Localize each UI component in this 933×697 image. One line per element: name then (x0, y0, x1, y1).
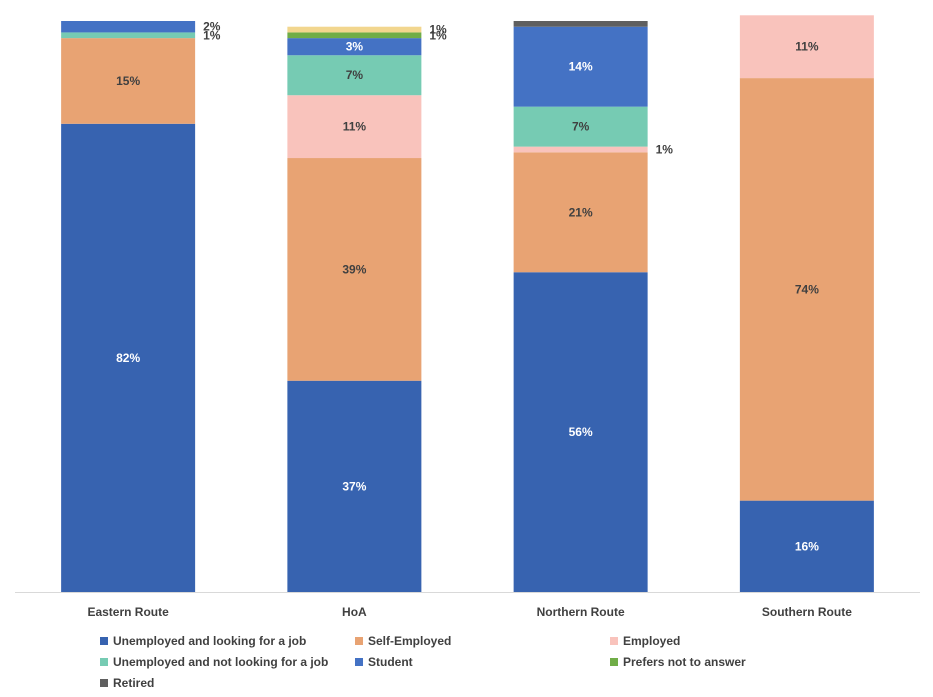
bar-segment-southern-route-employed (739, 15, 874, 79)
data-labels-layer: 82%15%1%2%37%39%11%7%3%1%1%56%21%1%7%14%… (116, 20, 819, 554)
bar-segment-hoa-unemployed-and-looking-for-a-job (287, 380, 422, 592)
legend-item-retired: Retired (100, 676, 154, 690)
bar-segment-eastern-route-self-employed (61, 38, 196, 124)
category-label-southern-route: Southern Route (762, 605, 852, 619)
legend-label: Retired (113, 676, 155, 690)
legend-swatch (100, 637, 108, 645)
data-label: 37% (342, 479, 366, 493)
bars-layer (61, 15, 874, 592)
legend-item-student: Student (355, 655, 413, 669)
legend-swatch (100, 679, 108, 687)
legend-item-unemployed-and-looking-for-a-job: Unemployed and looking for a job (100, 634, 306, 648)
data-label: 7% (572, 120, 590, 134)
legend-item-prefers-not-to-answer: Prefers not to answer (610, 655, 746, 669)
data-label: 1% (203, 28, 221, 42)
category-label-hoa: HoA (342, 605, 367, 619)
data-label: 11% (343, 120, 367, 134)
data-label: 1% (656, 142, 674, 156)
legend-label: Employed (623, 634, 681, 648)
legend-item-self-employed: Self-Employed (355, 634, 451, 648)
data-label: 15% (116, 74, 140, 88)
bar-segment-northern-route-unemployed-and-not-looking-for-a-job (513, 106, 648, 147)
data-label: 3% (346, 40, 364, 54)
bar-segment-southern-route-self-employed (739, 78, 874, 501)
bar-segment-hoa-student (287, 38, 422, 56)
legend-swatch (355, 658, 363, 666)
bar-segment-northern-route-retired (513, 21, 648, 27)
bar-segment-eastern-route-unemployed-and-looking-for-a-job (61, 123, 196, 592)
category-label-eastern-route: Eastern Route (87, 605, 169, 619)
legend-label: Self-Employed (368, 634, 452, 648)
bar-segment-hoa-self-employed (287, 158, 422, 381)
bar-segment-northern-route-unemployed-and-looking-for-a-job (513, 272, 648, 592)
data-label: 7% (346, 68, 364, 82)
legend-label: Unemployed and not looking for a job (113, 655, 329, 669)
bar-segment-hoa-employed (287, 95, 422, 159)
bar-segment-hoa-unemployed-and-not-looking-for-a-job (287, 55, 422, 96)
bar-segment-hoa-series-7 (287, 26, 422, 33)
legend-swatch (355, 637, 363, 645)
data-label: 2% (203, 20, 221, 34)
data-label: 16% (795, 539, 819, 553)
data-label: 21% (569, 205, 593, 219)
bar-segment-northern-route-self-employed (513, 152, 648, 273)
data-label: 74% (795, 282, 819, 296)
bar-segment-eastern-route-unemployed-and-not-looking-for-a-job (61, 32, 196, 39)
category-labels-layer: Eastern Route HoA Northern Route Southern R… (87, 605, 852, 619)
legend-item-employed: Employed (610, 634, 680, 648)
legend-label: Student (368, 655, 413, 669)
legend-swatch (610, 658, 618, 666)
data-label: 82% (116, 351, 140, 365)
data-label: 56% (569, 425, 593, 439)
data-label: 39% (342, 262, 366, 276)
category-label-northern-route: Northern Route (537, 605, 625, 619)
bar-segment-northern-route-employed (513, 146, 648, 153)
data-label: 11% (795, 40, 819, 54)
bar-segment-hoa-prefers-not-to-answer (287, 32, 422, 39)
legend-swatch (100, 658, 108, 666)
bar-segment-eastern-route-student (61, 21, 196, 33)
bar-segment-southern-route-unemployed-and-looking-for-a-job (739, 500, 874, 592)
data-label: 1% (429, 28, 447, 42)
legend-label: Prefers not to answer (623, 655, 746, 669)
legend-label: Unemployed and looking for a job (113, 634, 307, 648)
legend-swatch (610, 637, 618, 645)
data-label: 1% (429, 23, 447, 37)
legend-item-unemployed-and-not-looking-for-a-job: Unemployed and not looking for a job (100, 655, 328, 669)
data-label: 14% (569, 60, 593, 74)
bar-segment-northern-route-student (513, 26, 648, 107)
